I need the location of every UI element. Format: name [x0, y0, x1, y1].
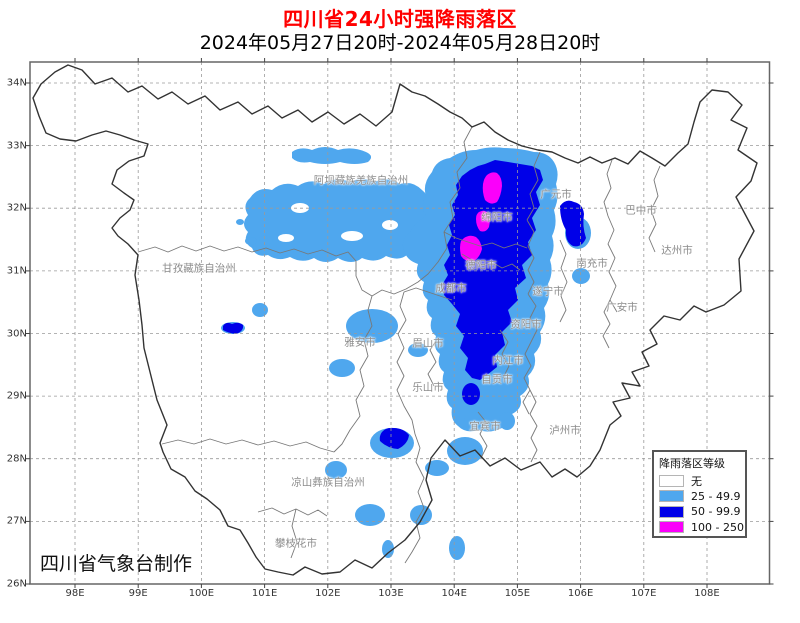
rain-extreme-layer [460, 172, 502, 262]
map-label-14: 内江市 [492, 354, 524, 367]
legend-item-1: 25 - 49.9 [659, 489, 745, 505]
legend-swatch-0 [659, 474, 684, 487]
map-label-8: 成都市 [435, 282, 467, 295]
legend-title: 降雨落区等级 [659, 457, 725, 470]
map-label-11: 资阳市 [510, 318, 542, 331]
lon-tick-label-105E: 105E [504, 588, 531, 599]
lon-tick-label-98E: 98E [65, 588, 85, 599]
lat-tick-label-34N: 34N [6, 77, 27, 89]
lat-tick-label-31N: 31N [6, 265, 27, 277]
lat-tick-label-33N: 33N [6, 140, 27, 152]
legend-rows: 无 25 - 49.9 50 - 99.9 100 - 250 [659, 473, 745, 535]
lat-tick-label-26N: 26N [6, 578, 27, 590]
grid-lines [30, 62, 770, 584]
legend-swatch-2 [659, 505, 684, 518]
lon-tick-label-107E: 107E [631, 588, 657, 599]
map-label-6: 南充市 [576, 257, 608, 270]
map-label-15: 自贡市 [481, 373, 513, 386]
map-label-0: 阿坝藏族羌族自治州 [313, 174, 409, 187]
lat-tick-label-27N: 27N [6, 515, 27, 527]
lon-tick-label-100E: 100E [188, 588, 215, 599]
map-label-19: 凉山彝族自治州 [291, 476, 365, 489]
lon-tick-label-108E: 108E [694, 588, 720, 599]
axis-ticks [26, 58, 774, 588]
page-title: 四川省24小时强降雨落区 [283, 7, 517, 31]
legend-label-3: 100 - 250 [691, 520, 744, 534]
attribution-text: 四川省气象台制作 [40, 553, 193, 575]
lat-tick-label-29N: 29N [6, 390, 27, 402]
rain-legend: 降雨落区等级 无 25 - 49.9 50 - 99.9 100 - 250 [652, 450, 747, 538]
map-label-5: 达州市 [661, 244, 693, 257]
prefecture-borders [137, 126, 661, 564]
province-outline [32, 64, 758, 576]
legend-swatch-1 [659, 490, 684, 503]
map-label-17: 宜宾市 [469, 420, 501, 433]
map-label-2: 广元市 [540, 188, 572, 201]
map-label-12: 雅安市 [344, 336, 376, 349]
lat-tick-label-28N: 28N [6, 453, 27, 465]
map-label-13: 眉山市 [412, 337, 444, 350]
lon-tick-label-101E: 101E [251, 588, 278, 599]
map-label-1: 甘孜藏族自治州 [162, 262, 236, 275]
legend-label-1: 25 - 49.9 [691, 489, 741, 503]
legend-label-2: 50 - 99.9 [691, 505, 741, 519]
map-label-9: 遂宁市 [532, 285, 564, 298]
lon-tick-label-103E: 103E [378, 588, 404, 599]
lon-tick-label-106E: 106E [567, 588, 594, 599]
map-label-7: 德阳市 [465, 259, 497, 272]
lat-tick-label-30N: 30N [6, 328, 27, 339]
plot-frame [29, 61, 771, 585]
legend-label-0: 无 [691, 474, 702, 488]
legend-item-2: 50 - 99.9 [659, 504, 745, 520]
lon-tick-label-99E: 99E [128, 588, 148, 599]
map-label-20: 攀枝花市 [275, 537, 317, 550]
lon-tick-label-104E: 104E [441, 588, 467, 599]
legend-item-0: 无 [659, 473, 745, 489]
page-subtitle: 2024年05月27日20时-2024年05月28日20时 [199, 32, 601, 54]
rain-gap-holes [278, 203, 398, 242]
lat-tick-label-32N: 32N [6, 202, 27, 214]
map-label-10: 广安市 [606, 301, 638, 314]
legend-item-3: 100 - 250 [659, 520, 745, 536]
map-label-3: 绵阳市 [481, 211, 513, 224]
map-label-18: 泸州市 [549, 424, 581, 437]
map-label-16: 乐山市 [412, 381, 444, 394]
map-label-4: 巴中市 [625, 204, 657, 217]
lon-tick-label-102E: 102E [315, 588, 341, 599]
legend-swatch-3 [659, 521, 684, 534]
